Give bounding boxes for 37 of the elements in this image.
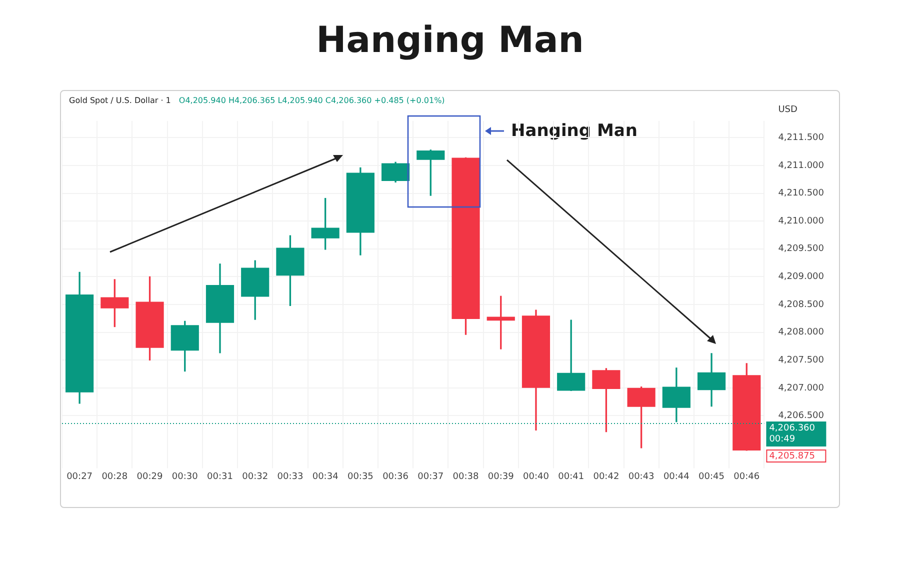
x-tick-label: 00:28 — [102, 472, 128, 482]
x-tick-label: 00:31 — [207, 472, 233, 482]
y-tick-label: 4,211.000 — [778, 160, 824, 171]
x-tick-label: 00:39 — [488, 472, 514, 482]
y-tick-label: 4,210.500 — [778, 188, 824, 199]
text: O4,205.940 H4,206.365 L4,205.940 C4,206.360 +0.485 (+0.01%) — [178, 96, 445, 105]
x-tick-label: 00:44 — [663, 472, 690, 482]
text: 4,205.875 — [769, 451, 816, 462]
y-tick-label: 4,209.500 — [778, 244, 824, 254]
x-tick-label: 00:42 — [593, 472, 620, 482]
x-tick-label: 00:32 — [242, 472, 268, 482]
x-tick-label: 00:29 — [136, 472, 164, 482]
y-tick-label: 4,210.000 — [778, 216, 824, 226]
y-axis-title: USD — [778, 104, 798, 115]
x-tick-label: 00:41 — [558, 472, 584, 482]
y-tick-label: 4,209.000 — [778, 272, 824, 282]
y-tick-label: 4,207.000 — [778, 383, 824, 394]
y-tick-label: 4,207.500 — [778, 355, 824, 366]
x-tick-label: 00:30 — [172, 472, 198, 482]
x-tick-label: 00:36 — [382, 472, 409, 482]
chart-title: Hanging Man — [315, 20, 585, 61]
ref-line-label: 4,206.360 00:49 — [769, 423, 816, 444]
y-tick-label: 4,208.500 — [778, 300, 824, 310]
x-tick-label: 00:37 — [418, 472, 444, 482]
x-tick-label: 00:34 — [312, 472, 339, 482]
y-tick-label: 4,208.000 — [778, 328, 824, 338]
x-tick-label: 00:43 — [628, 472, 654, 482]
x-tick-label: 00:45 — [698, 472, 724, 482]
x-tick-label: 00:27 — [66, 472, 93, 482]
x-tick-label: 00:33 — [277, 472, 304, 482]
x-tick-label: 00:46 — [734, 472, 760, 482]
y-tick-label: 4,211.500 — [778, 133, 824, 144]
x-tick-label: 00:40 — [523, 472, 550, 482]
text: Gold Spot / U.S. Dollar · 1 — [69, 96, 171, 105]
x-tick-label: 00:35 — [347, 472, 374, 482]
x-tick-label: 00:38 — [452, 472, 480, 482]
y-tick-label: 4,206.500 — [778, 411, 824, 422]
